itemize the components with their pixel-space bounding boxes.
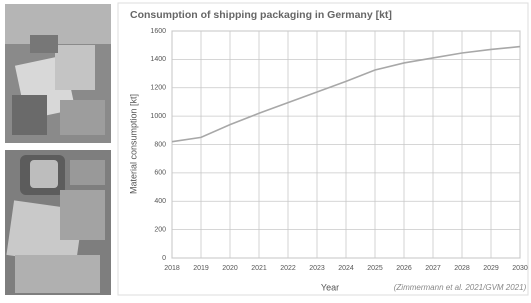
photo-bottom	[5, 150, 111, 295]
x-tick-label: 2028	[454, 265, 470, 272]
y-tick-label: 1000	[150, 113, 166, 120]
x-tick-label: 2023	[309, 265, 325, 272]
x-tick-label: 2022	[280, 265, 296, 272]
x-tick-label: 2026	[396, 265, 412, 272]
y-tick-label: 800	[154, 141, 166, 148]
y-tick-label: 600	[154, 170, 166, 177]
y-tick-label: 400	[154, 198, 166, 205]
y-axis-label: Material consumption [kt]	[128, 94, 138, 194]
y-tick-label: 0	[162, 255, 166, 262]
y-tick-label: 1200	[150, 85, 166, 92]
page: {"chart_data": {"type": "line", "title":…	[0, 0, 531, 298]
figure: Consumption of shipping packaging in Ger…	[0, 0, 531, 298]
x-tick-label: 2030	[512, 265, 528, 272]
x-tick-label: 2021	[251, 265, 267, 272]
x-axis-label: Year	[321, 282, 339, 292]
x-tick-label: 2024	[338, 265, 354, 272]
x-tick-label: 2027	[425, 265, 441, 272]
y-tick-label: 1400	[150, 56, 166, 63]
x-tick-label: 2019	[193, 265, 209, 272]
x-tick-label: 2018	[164, 265, 180, 272]
y-tick-label: 200	[154, 226, 166, 233]
source-note: (Zimmermann et al. 2021/GVM 2021)	[394, 283, 527, 292]
x-tick-label: 2029	[483, 265, 499, 272]
chart-title: Consumption of shipping packaging in Ger…	[130, 9, 392, 21]
photo-top	[5, 4, 111, 143]
x-tick-label: 2020	[222, 265, 238, 272]
y-tick-label: 1600	[150, 28, 166, 35]
x-tick-label: 2025	[367, 265, 383, 272]
